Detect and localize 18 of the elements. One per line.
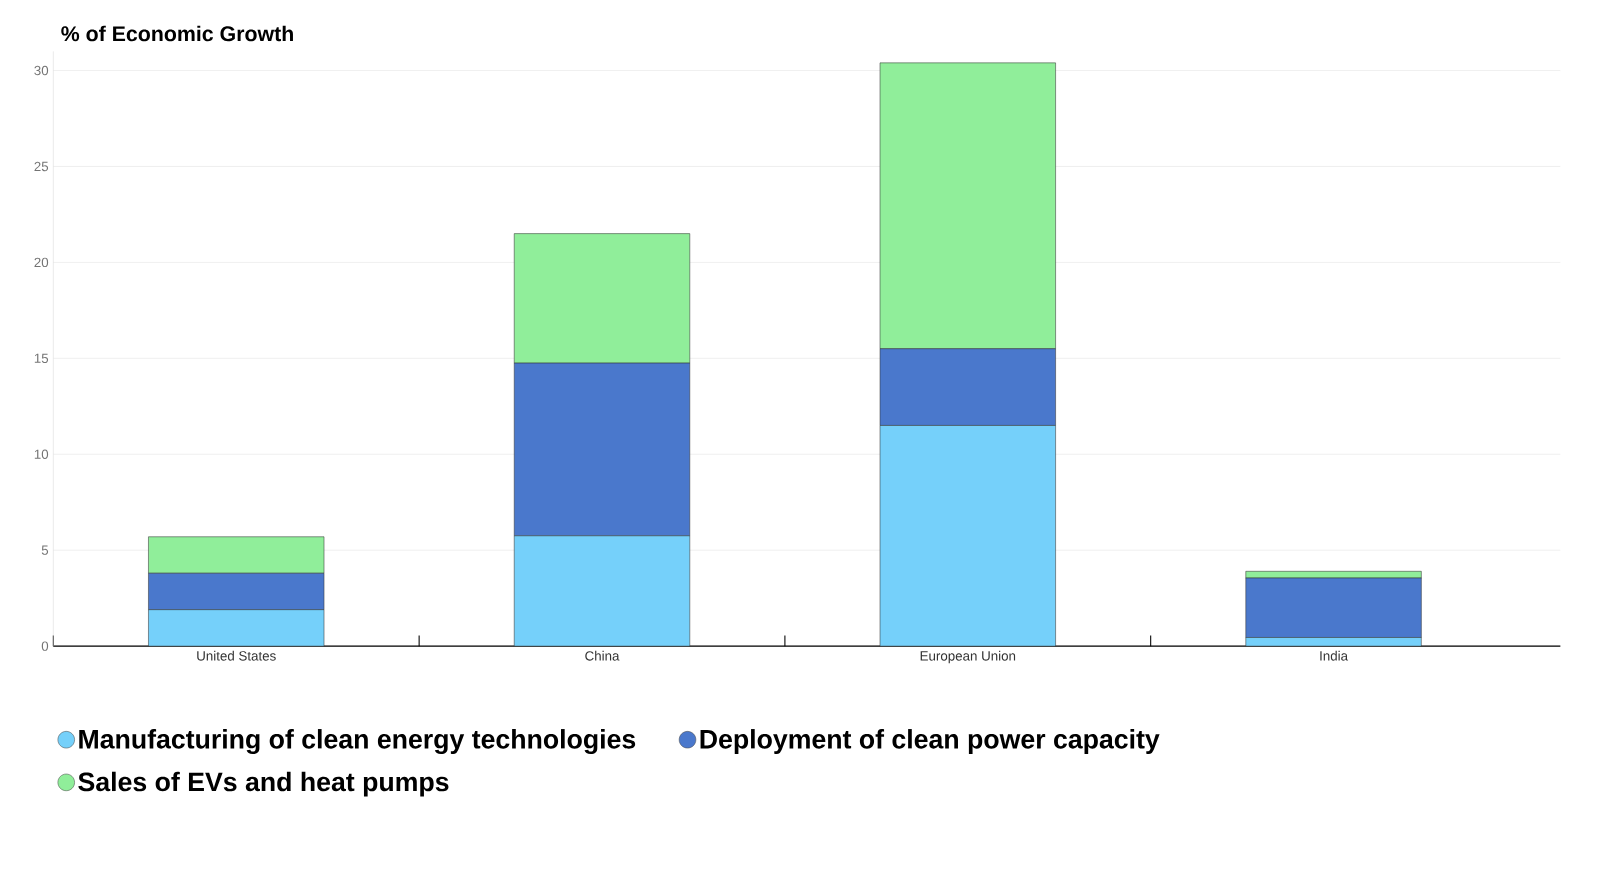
y-tick-label: 20 (34, 257, 49, 268)
x-tick-label: European Union (920, 650, 1016, 664)
bar (879, 425, 1056, 647)
y-tick-label: 10 (34, 449, 49, 459)
y-tick-label: 0 (41, 641, 49, 651)
x-tick-label: China (585, 650, 620, 661)
x-tick-label: India (1320, 650, 1349, 661)
bar (513, 535, 691, 647)
y-tick-label: 15 (34, 353, 49, 363)
y-axis-title: % of Economic Growth (61, 25, 293, 42)
bar (148, 609, 325, 647)
x-tick-label: United States (197, 650, 276, 661)
legend-label: Manufacturing of clean energy technologies (79, 728, 636, 754)
y-tick-label: 25 (34, 161, 49, 172)
y-tick-label: 5 (41, 545, 49, 555)
y-tick-label: 30 (34, 65, 49, 76)
legend-label: Deployment of clean power capacity (700, 728, 1160, 754)
legend-label: Sales of EVs and heat pumps (78, 771, 449, 797)
